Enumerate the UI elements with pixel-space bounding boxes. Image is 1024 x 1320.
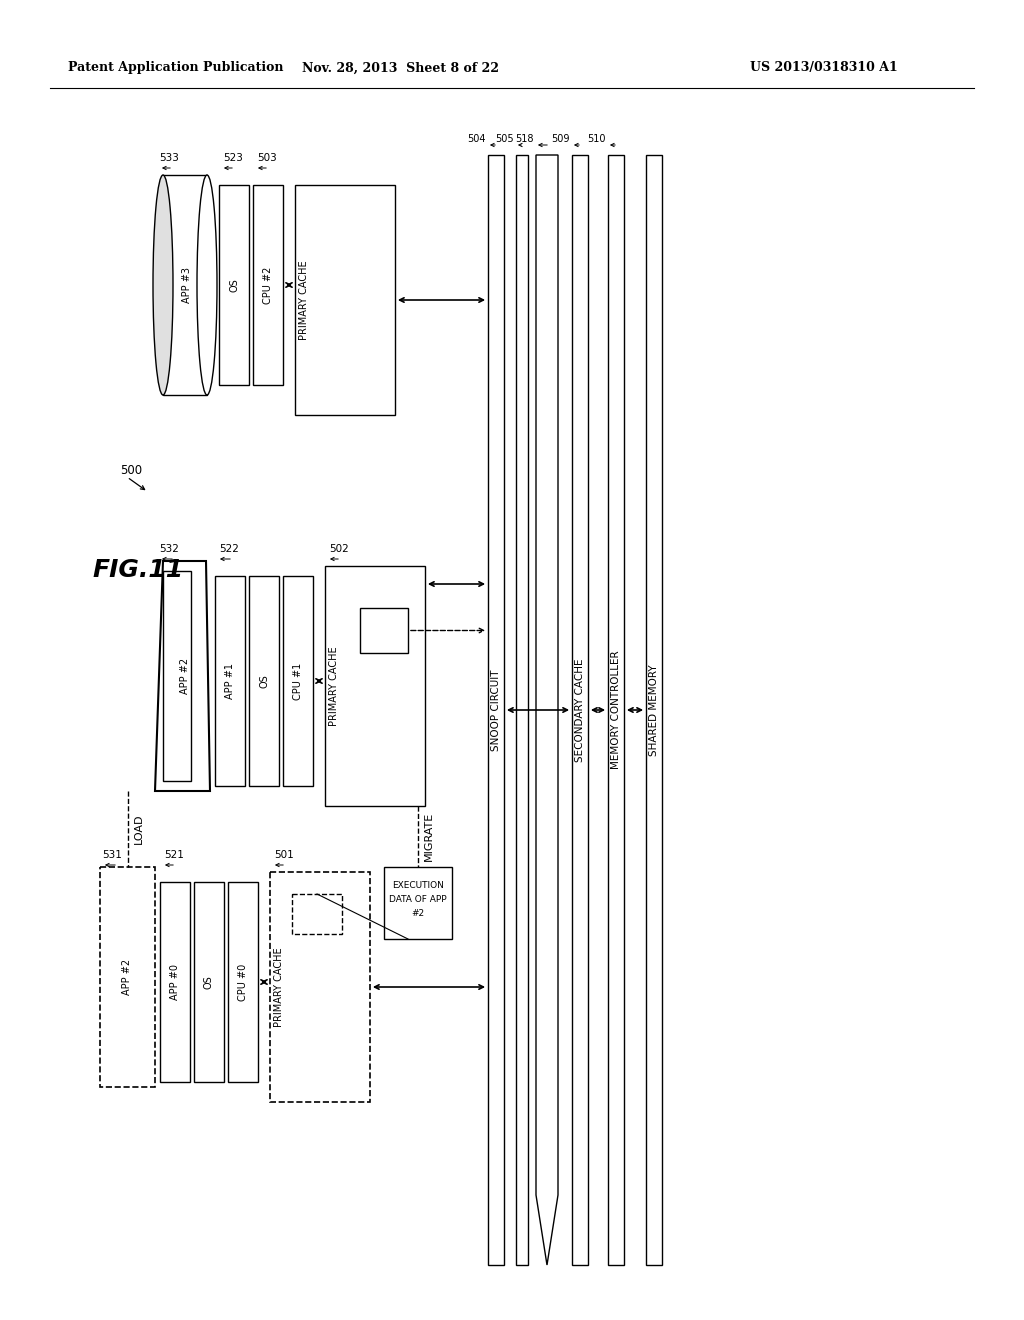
Text: SECONDARY CACHE: SECONDARY CACHE xyxy=(575,659,585,762)
Text: 521: 521 xyxy=(164,850,184,861)
Text: CPU #0: CPU #0 xyxy=(238,964,248,1001)
Text: EXECUTION: EXECUTION xyxy=(392,880,444,890)
Bar xyxy=(219,185,249,385)
Text: 505: 505 xyxy=(496,135,514,144)
Text: US 2013/0318310 A1: US 2013/0318310 A1 xyxy=(750,62,898,74)
Bar xyxy=(384,867,452,939)
Text: 532: 532 xyxy=(159,544,179,554)
Bar xyxy=(516,154,528,1265)
Text: 533: 533 xyxy=(159,153,179,162)
Text: APP #0: APP #0 xyxy=(170,964,180,1001)
Text: 502: 502 xyxy=(329,544,349,554)
Text: 504: 504 xyxy=(468,135,486,144)
Bar xyxy=(360,609,408,653)
Text: APP #2: APP #2 xyxy=(123,958,132,995)
Text: 503: 503 xyxy=(257,153,276,162)
Bar xyxy=(163,176,207,395)
Ellipse shape xyxy=(153,176,173,395)
Text: 510: 510 xyxy=(588,135,606,144)
Text: 522: 522 xyxy=(219,544,239,554)
Bar xyxy=(194,882,224,1082)
Text: FIG.11: FIG.11 xyxy=(92,558,183,582)
Polygon shape xyxy=(536,154,558,1265)
Bar xyxy=(572,154,588,1265)
Text: OS: OS xyxy=(259,675,269,688)
Bar xyxy=(253,185,283,385)
Text: OS: OS xyxy=(229,279,239,292)
Text: 523: 523 xyxy=(223,153,243,162)
Text: 531: 531 xyxy=(102,850,122,861)
Bar xyxy=(488,154,504,1265)
Ellipse shape xyxy=(197,176,217,395)
Text: APP #3: APP #3 xyxy=(182,267,193,304)
Bar xyxy=(295,185,395,414)
Text: 518: 518 xyxy=(515,135,534,144)
Text: APP #1: APP #1 xyxy=(225,663,234,700)
Text: APP #2: APP #2 xyxy=(179,657,189,694)
Text: DATA OF APP: DATA OF APP xyxy=(389,895,446,903)
Text: CPU #2: CPU #2 xyxy=(263,267,273,304)
Text: PRIMARY CACHE: PRIMARY CACHE xyxy=(329,647,339,726)
Text: PRIMARY CACHE: PRIMARY CACHE xyxy=(274,948,284,1027)
Text: PRIMARY CACHE: PRIMARY CACHE xyxy=(299,260,309,339)
Text: SNOOP CIRCUIT: SNOOP CIRCUIT xyxy=(490,669,501,751)
Bar xyxy=(100,867,155,1086)
Text: 501: 501 xyxy=(274,850,294,861)
Bar xyxy=(215,576,245,785)
Text: SHARED MEMORY: SHARED MEMORY xyxy=(649,664,659,756)
Text: #2: #2 xyxy=(412,908,425,917)
Bar xyxy=(608,154,624,1265)
Bar xyxy=(160,882,190,1082)
Bar xyxy=(646,154,662,1265)
Polygon shape xyxy=(155,561,210,791)
Text: 509: 509 xyxy=(552,135,570,144)
Bar xyxy=(283,576,313,785)
Bar xyxy=(292,894,342,935)
Text: CPU #1: CPU #1 xyxy=(293,663,303,700)
Bar xyxy=(249,576,279,785)
Bar xyxy=(163,572,191,781)
Text: Nov. 28, 2013  Sheet 8 of 22: Nov. 28, 2013 Sheet 8 of 22 xyxy=(301,62,499,74)
Text: MIGRATE: MIGRATE xyxy=(424,812,434,861)
Bar xyxy=(325,566,425,807)
Text: 500: 500 xyxy=(120,463,142,477)
Text: Patent Application Publication: Patent Application Publication xyxy=(68,62,284,74)
Text: LOAD: LOAD xyxy=(133,813,143,845)
Text: MEMORY CONTROLLER: MEMORY CONTROLLER xyxy=(611,651,621,770)
Bar xyxy=(228,882,258,1082)
Text: OS: OS xyxy=(204,975,214,989)
Bar xyxy=(270,873,370,1102)
